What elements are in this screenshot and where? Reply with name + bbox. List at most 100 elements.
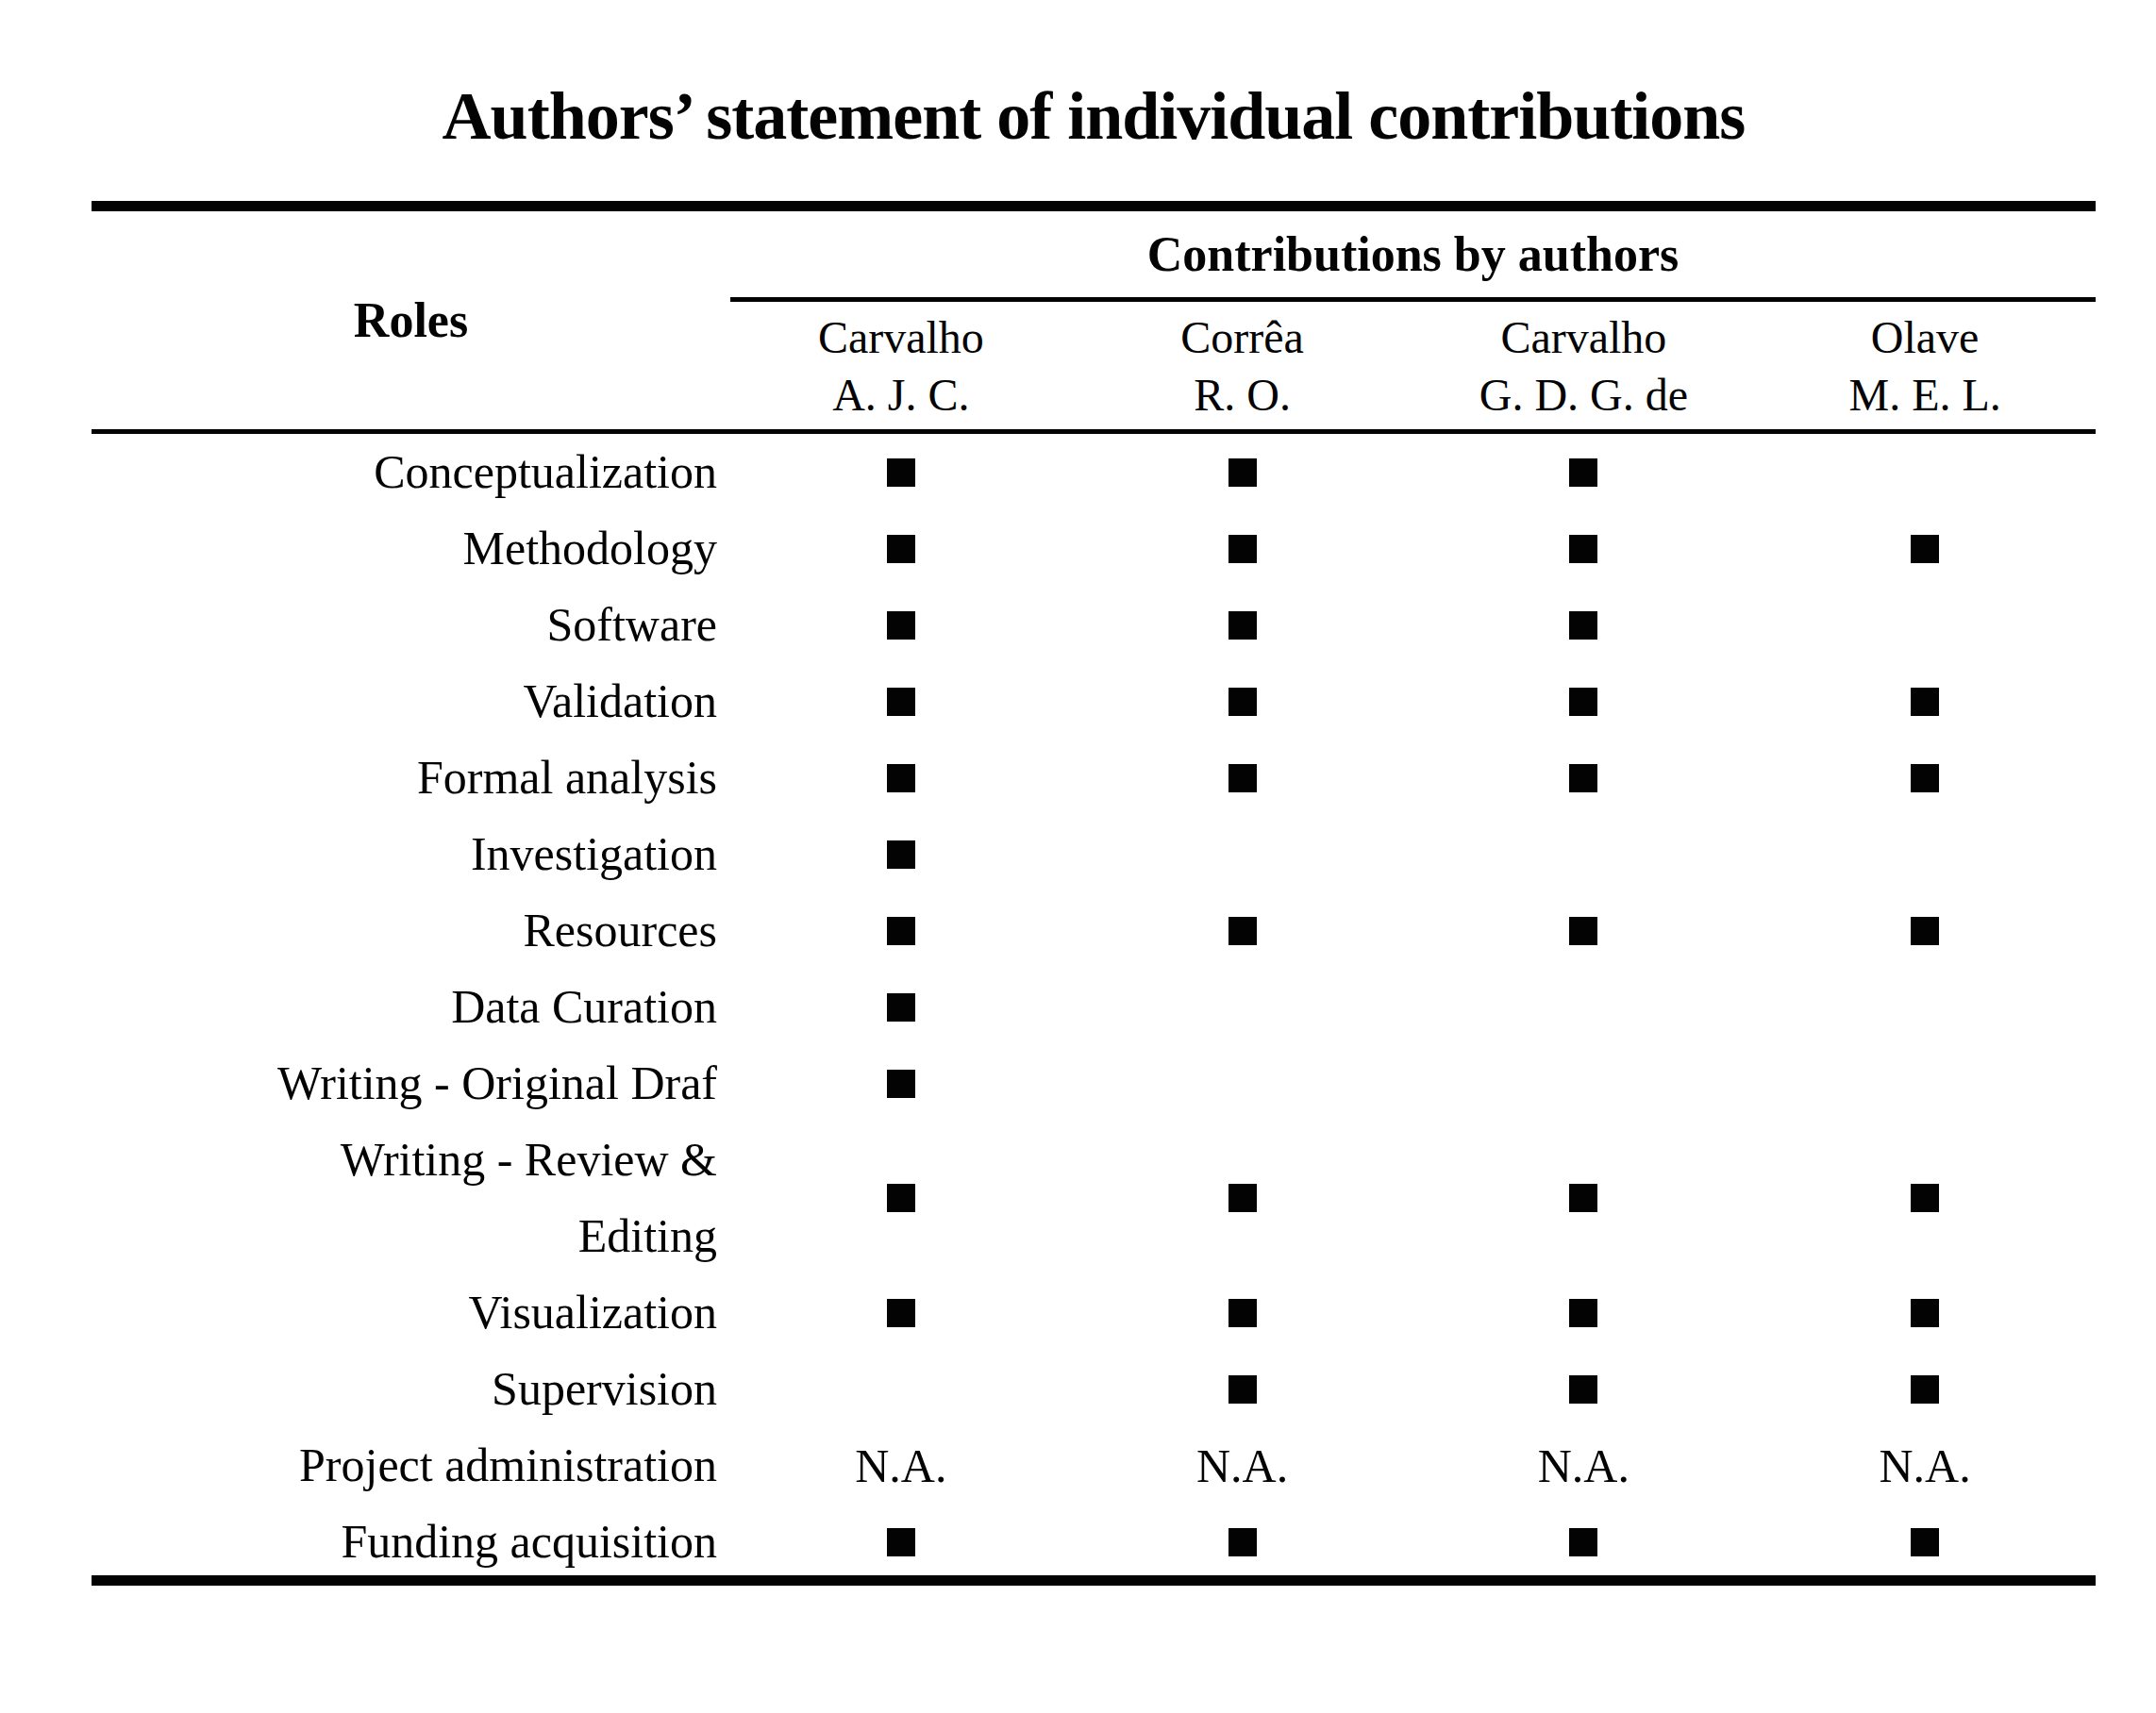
author-header: Carvalho G. D. G. de [1413,302,1755,429]
contribution-cell [1413,892,1755,969]
role-label: Project administration [92,1427,730,1504]
contribution-cell [730,1504,1072,1580]
author-header: Corrêa R. O. [1072,302,1413,429]
contribution-cell [730,1122,1072,1274]
filled-square-icon [1569,1528,1597,1556]
contribution-cell [730,1274,1072,1351]
role-label: Writing - Review &Editing [92,1122,730,1274]
author-surname: Olave [1871,308,1980,366]
filled-square-icon [887,688,915,716]
contribution-cell [1754,663,2096,740]
contribution-cell [1072,510,1413,587]
table-row: Supervision [92,1351,2096,1427]
contribution-cell [1754,892,2096,969]
filled-square-icon [887,1070,915,1098]
na-cell: N.A. [1413,1427,1755,1504]
filled-square-icon [1569,1184,1597,1212]
table-row: Formal analysis [92,740,2096,816]
contribution-cell [1413,434,1755,510]
filled-square-icon [1911,1528,1939,1556]
contribution-cell [730,663,1072,740]
contribution-cell [730,969,1072,1045]
role-label: Resources [92,892,730,969]
contribution-cell [1413,510,1755,587]
contribution-cell [1413,969,1755,1045]
contribution-cell [1413,1351,1755,1427]
contribution-cell [1754,434,2096,510]
filled-square-icon [1569,917,1597,945]
contribution-cell [1413,816,1755,892]
role-label: Writing - Original Draf [92,1045,730,1122]
filled-square-icon [887,458,915,487]
contribution-cell [1072,892,1413,969]
contribution-cell [1413,1504,1755,1580]
filled-square-icon [1228,1184,1257,1212]
filled-square-icon [1228,458,1257,487]
filled-square-icon [1228,611,1257,640]
filled-square-icon [1569,688,1597,716]
authors-header-row: Carvalho A. J. C. Corrêa R. O. Carvalho … [730,302,2096,429]
contribution-cell [730,740,1072,816]
contribution-cell [1413,1122,1755,1274]
contribution-cell [1072,663,1413,740]
author-surname: Carvalho [818,308,984,366]
rule-top [92,201,2096,211]
table-row: Software [92,587,2096,663]
role-label: Funding acquisition [92,1504,730,1580]
contribution-cell [1754,587,2096,663]
author-initials: M. E. L. [1848,366,2000,424]
filled-square-icon [1228,764,1257,792]
roles-column-header: Roles [92,211,730,429]
contribution-cell [1413,1274,1755,1351]
contribution-cell [1072,1122,1413,1274]
contribution-cell [730,1045,1072,1122]
author-initials: R. O. [1194,366,1291,424]
filled-square-icon [1911,1299,1939,1327]
table-row: Validation [92,663,2096,740]
author-surname: Carvalho [1500,308,1666,366]
contribution-cell [730,434,1072,510]
filled-square-icon [887,917,915,945]
role-label: Validation [92,663,730,740]
contribution-cell [1754,969,2096,1045]
filled-square-icon [1569,458,1597,487]
contribution-cell [1072,1504,1413,1580]
role-label: Data Curation [92,969,730,1045]
filled-square-icon [1228,535,1257,563]
filled-square-icon [1911,688,1939,716]
filled-square-icon [887,840,915,869]
na-cell: N.A. [1754,1427,2096,1504]
table-row: Writing - Original Draf [92,1045,2096,1122]
page-title: Authors’ statement of individual contrib… [92,77,2096,155]
filled-square-icon [1569,1375,1597,1404]
filled-square-icon [1911,764,1939,792]
contribution-cell [1072,1045,1413,1122]
page: Authors’ statement of individual contrib… [0,0,2156,1713]
filled-square-icon [1228,1528,1257,1556]
contribution-cell [1413,1045,1755,1122]
contribution-cell [1413,663,1755,740]
contribution-cell [1754,1122,2096,1274]
contribution-cell [1754,1351,2096,1427]
table-row: Resources [92,892,2096,969]
table-row: Methodology [92,510,2096,587]
contribution-cell [1754,1274,2096,1351]
filled-square-icon [887,1299,915,1327]
contribution-cell [1072,969,1413,1045]
contribution-cell [1072,740,1413,816]
filled-square-icon [887,611,915,640]
table-row: Writing - Review &Editing [92,1122,2096,1274]
table-row: Conceptualization [92,434,2096,510]
contribution-cell [1754,1504,2096,1580]
na-cell: N.A. [730,1427,1072,1504]
contribution-cell [1413,587,1755,663]
filled-square-icon [887,535,915,563]
author-initials: G. D. G. de [1479,366,1688,424]
rule-bottom [92,1575,2096,1586]
contribution-cell [730,587,1072,663]
contribution-cell [1754,1045,2096,1122]
table-row: Investigation [92,816,2096,892]
contribution-cell [1072,587,1413,663]
contribution-cell [1754,740,2096,816]
filled-square-icon [887,993,915,1022]
